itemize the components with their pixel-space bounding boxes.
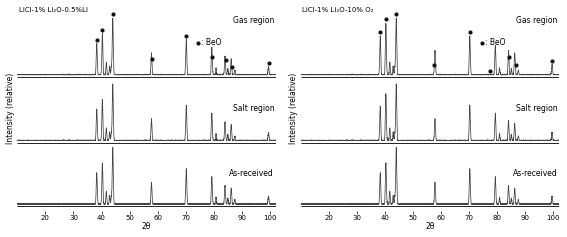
Text: Gas region: Gas region [233,16,274,25]
Text: As-received: As-received [230,169,274,178]
Text: Salt region: Salt region [232,104,274,113]
Text: LiCl-1% Li₂O-0.5%Li: LiCl-1% Li₂O-0.5%Li [19,7,88,13]
Text: : BeO: : BeO [201,38,222,47]
Text: As-received: As-received [513,169,557,178]
X-axis label: 2θ: 2θ [142,223,151,232]
Text: : BeO: : BeO [485,38,505,47]
Y-axis label: Intensity (relative): Intensity (relative) [289,73,298,144]
Text: Gas region: Gas region [517,16,557,25]
Y-axis label: Intensity (relative): Intensity (relative) [6,73,15,144]
Text: Salt region: Salt region [516,104,557,113]
Text: LiCl-1% Li₂O-10% O₂: LiCl-1% Li₂O-10% O₂ [302,7,374,13]
X-axis label: 2θ: 2θ [425,223,435,232]
